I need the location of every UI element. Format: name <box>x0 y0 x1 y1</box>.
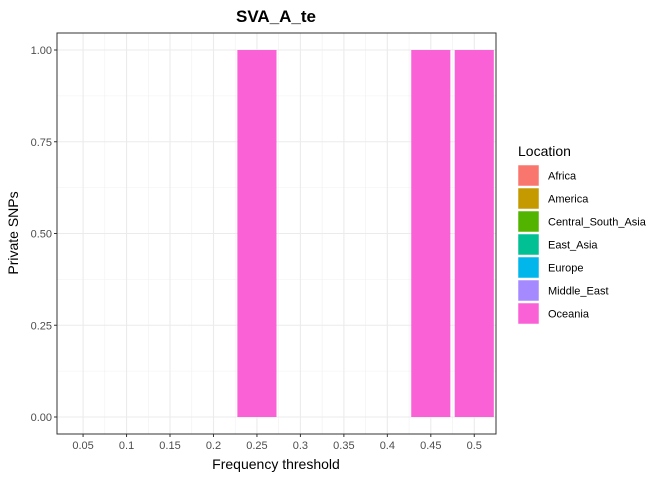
x-tick-label: 0.05 <box>72 440 93 452</box>
y-tick-label: 1.00 <box>31 45 52 57</box>
plot-panel <box>56 32 497 435</box>
legend-swatch <box>517 302 540 325</box>
chart-title: SVA_A_te <box>236 7 316 26</box>
legend-label: Central_South_Asia <box>548 217 647 229</box>
y-tick-label: 0.00 <box>31 412 52 424</box>
x-tick-label: 0.3 <box>293 440 308 452</box>
legend-swatch <box>517 164 540 187</box>
legend-swatch <box>517 233 540 256</box>
x-tick-label: 0.1 <box>119 440 134 452</box>
legend-swatch <box>517 279 540 302</box>
legend-label: Africa <box>548 171 577 183</box>
x-tick-label: 0.25 <box>246 440 267 452</box>
x-tick-label: 0.35 <box>333 440 354 452</box>
x-axis: 0.05 0.1 0.15 0.2 0.25 0.3 0.35 0.4 0.45 0.5 <box>72 434 482 452</box>
legend-label: America <box>548 194 589 206</box>
legend-swatch <box>517 256 540 279</box>
y-tick-label: 0.75 <box>31 137 52 149</box>
x-tick-label: 0.45 <box>420 440 441 452</box>
x-tick-label: 0.4 <box>380 440 395 452</box>
y-axis-title: Private SNPs <box>5 191 21 274</box>
legend-label: East_Asia <box>548 240 598 252</box>
x-axis-title: Frequency threshold <box>212 456 340 472</box>
x-tick-label: 0.2 <box>206 440 221 452</box>
legend-title: Location <box>518 143 571 159</box>
legend-label: Europe <box>548 263 583 275</box>
y-axis: 0.00 0.25 0.50 0.75 1.00 <box>31 45 57 424</box>
legend-swatch <box>517 187 540 210</box>
x-tick-label: 0.5 <box>467 440 482 452</box>
bar <box>237 50 277 417</box>
y-tick-label: 0.25 <box>31 320 52 332</box>
legend-label: Oceania <box>548 309 590 321</box>
y-tick-label: 0.50 <box>31 229 52 241</box>
legend-label: Middle_East <box>548 286 609 298</box>
bar <box>411 50 451 417</box>
x-tick-label: 0.15 <box>159 440 180 452</box>
bar <box>454 50 494 417</box>
legend-swatch <box>517 210 540 233</box>
legend: Location Africa America Central_South_Asia… <box>517 143 647 325</box>
